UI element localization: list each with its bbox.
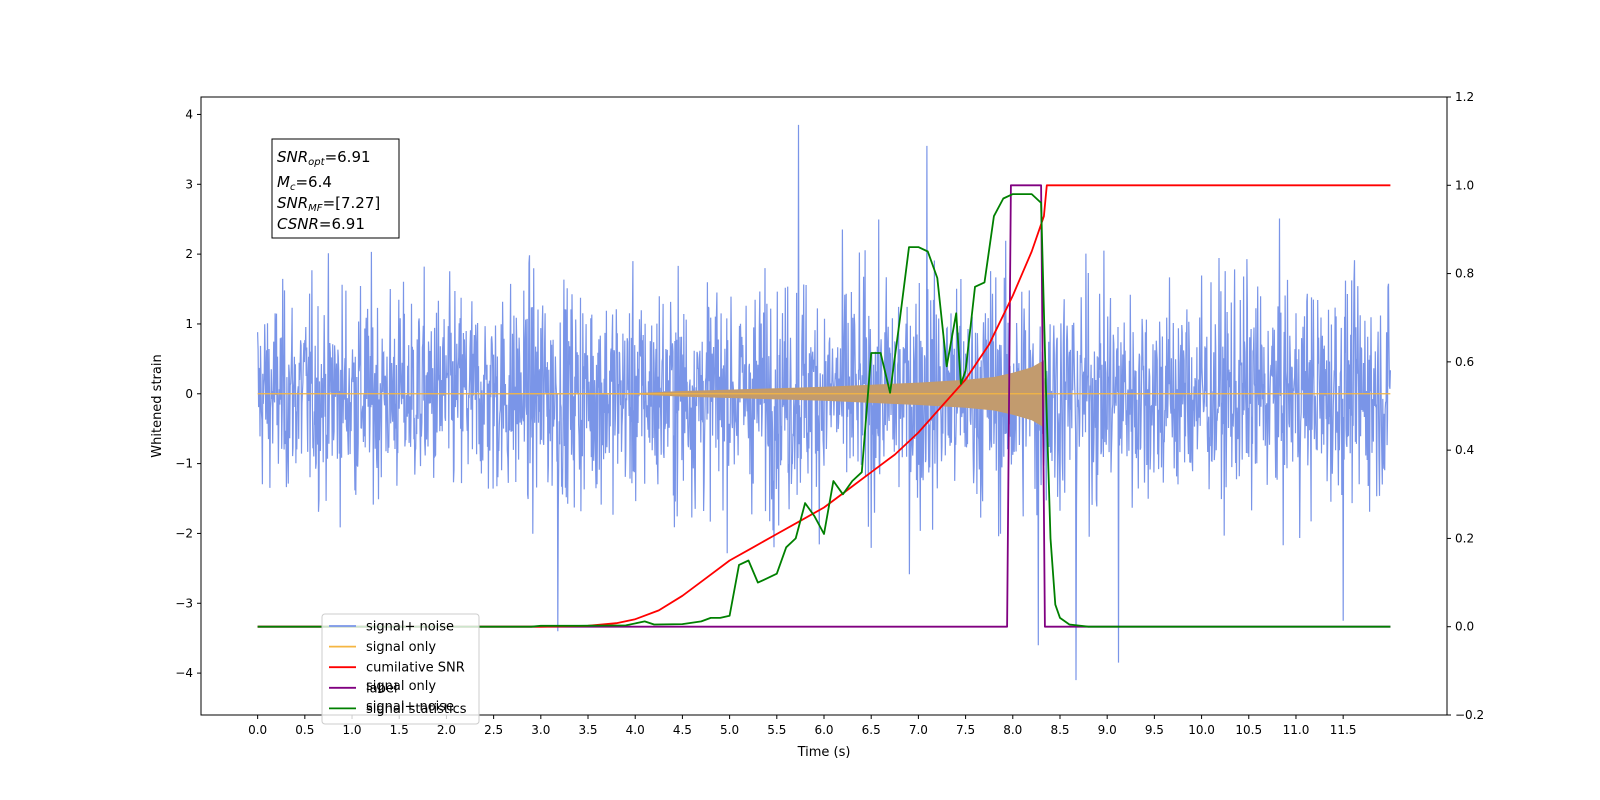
annotation-subscript: c [290, 182, 296, 193]
x-tick-label: 4.5 [673, 723, 692, 737]
x-tick-label: 11.0 [1283, 723, 1310, 737]
legend-label: signal only [366, 640, 436, 655]
series-line-signal-statistics [257, 193, 1391, 628]
x-tick-label: 9.5 [1145, 723, 1164, 737]
annotation-frame [271, 138, 400, 239]
annotation-symbol: CSNR [277, 215, 319, 233]
x-tick-label: 1.0 [342, 723, 361, 737]
x-tick-label: 7.0 [909, 723, 928, 737]
y2-tick-label: 0.6 [1455, 355, 1474, 369]
legend-label: cumilative SNR [366, 661, 465, 676]
legend-ghost-text: signal only [366, 679, 436, 694]
x-tick-label: 9.0 [1098, 723, 1117, 737]
legend-label: label [366, 681, 397, 696]
y-tick-label: 2 [185, 247, 193, 261]
y2-tick-label: 1.0 [1455, 178, 1474, 192]
x-tick-label: 7.5 [956, 723, 975, 737]
x-tick-label: 0.0 [248, 723, 267, 737]
annotation-value: =6.91 [325, 148, 371, 166]
y-tick-label: 0 [185, 387, 193, 401]
x-tick-label: 6.0 [814, 723, 833, 737]
y-tick-label: 4 [185, 107, 193, 121]
annotation-line: Mc=6.4 [277, 173, 332, 193]
x-tick-label: 6.5 [862, 723, 881, 737]
annotation-symbol: SNR [277, 148, 308, 166]
x-tick-label: 8.0 [1003, 723, 1022, 737]
x-tick-label: 2.5 [484, 723, 503, 737]
y-tick-label: −4 [175, 666, 193, 680]
y2-tick-label: −0.2 [1455, 708, 1484, 722]
annotation-subscript: MF [308, 203, 323, 214]
y-tick-label: −1 [175, 457, 193, 471]
x-tick-label: 5.0 [720, 723, 739, 737]
y-tick-label: −3 [175, 596, 193, 610]
annotation-value: =6.91 [319, 215, 365, 233]
x-tick-label: 8.5 [1050, 723, 1069, 737]
y-tick-label: 3 [185, 177, 193, 191]
y2-tick-label: 0.8 [1455, 267, 1474, 281]
x-tick-label: 4.0 [626, 723, 645, 737]
x-tick-label: 3.5 [578, 723, 597, 737]
x-tick-label: 0.5 [295, 723, 314, 737]
series-line-cumilative-snr [257, 184, 1391, 628]
y2-tick-label: 1.2 [1455, 90, 1474, 104]
x-axis-ticks: 0.0 0.5 1.0 1.5 2.0 2.5 3.0 3.5 4.0 4.5 5.0 5.5 6.0 6… [248, 715, 1357, 737]
x-tick-label: 11.5 [1330, 723, 1357, 737]
x-tick-label: 10.5 [1235, 723, 1262, 737]
legend-frame [321, 613, 480, 725]
annotation-line: CSNR=6.91 [277, 215, 365, 233]
y2-tick-label: 0.0 [1455, 620, 1474, 634]
y2-axis-ticks: −0.2 0.0 0.2 0.4 0.6 0.8 1.0 1.2 [1447, 90, 1484, 722]
annotation-line: SNRMF=[7.27] [277, 194, 380, 214]
plot-series-layer [257, 124, 1391, 681]
legend-label: signal statistics [366, 702, 467, 717]
legend-ghost-text: signal+ noise [366, 699, 454, 714]
legend-label: signal+ noise [366, 620, 454, 635]
annotation-symbol: M [277, 173, 290, 191]
series-line-signal-plus-noise [257, 124, 1391, 681]
y2-tick-label: 0.2 [1455, 531, 1474, 545]
y2-tick-label: 0.4 [1455, 443, 1474, 457]
y-axis-label: Whitened strain [150, 354, 165, 457]
y-tick-label: −2 [175, 526, 193, 540]
x-tick-label: 5.5 [767, 723, 786, 737]
x-tick-label: 3.0 [531, 723, 550, 737]
annotation-value: =[7.27] [323, 194, 381, 212]
x-tick-label: 2.0 [437, 723, 456, 737]
x-axis-label: Time (s) [797, 745, 851, 760]
annotation-line: SNRopt=6.91 [277, 148, 371, 168]
x-tick-label: 1.5 [390, 723, 409, 737]
y-axis-ticks: −4 −3 −2 −1 0 1 2 3 4 [175, 107, 201, 680]
annotation-value: =6.4 [295, 173, 331, 191]
y-tick-label: 1 [185, 317, 193, 331]
x-tick-label: 10.0 [1188, 723, 1215, 737]
annotation-symbol: SNR [277, 194, 308, 212]
annotation-subscript: opt [308, 157, 325, 168]
